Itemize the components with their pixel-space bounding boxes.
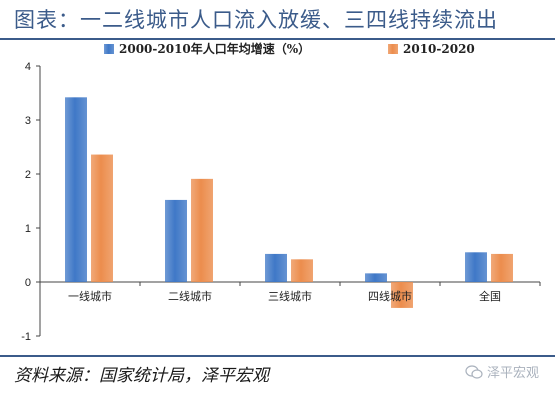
bar [391,282,413,308]
title-bar: 图表：一二线城市人口流入放缓、三四线持续流出 [0,0,555,38]
source-note: 资料来源：国家统计局，泽平宏观 [14,366,269,386]
y-tick-label: 0 [25,277,31,289]
x-category-label: 三线城市 [268,289,312,303]
x-category-label: 全国 [479,289,501,303]
y-tick-label: 3 [25,115,31,127]
x-category-label: 一线城市 [68,289,112,303]
bar [365,273,387,282]
chart-title: 图表：一二线城市人口流入放缓、三四线持续流出 [14,8,498,32]
bar [65,97,87,282]
bar [465,252,487,282]
bar [291,259,313,282]
y-tick-label: 1 [25,223,31,235]
legend-swatch [104,44,114,54]
legend-label: 2000-2010年人口年均增速（%） [119,41,310,56]
y-tick-label: -1 [21,331,31,343]
title-divider [0,38,555,40]
bar [491,253,513,282]
bar [165,199,187,282]
bar-chart: -1 0 1 2 3 4 一线城市 二线城市 三线城市 四线城市 全国 2000-2010年人口年均增… [21,41,541,343]
watermark: 泽平宏观 [465,362,539,381]
wechat-icon [465,364,483,379]
x-category-label: 二线城市 [168,289,212,303]
y-tick-label: 2 [25,169,31,181]
watermark-text: 泽平宏观 [486,366,539,381]
x-category-label: 四线城市 [368,289,412,303]
legend-swatch [388,44,398,54]
source-divider [0,355,555,357]
y-tick-label: 4 [25,61,31,73]
bar [265,253,287,282]
legend-label: 2010-2020 [403,42,475,56]
bar [191,178,213,282]
bar [91,154,113,282]
